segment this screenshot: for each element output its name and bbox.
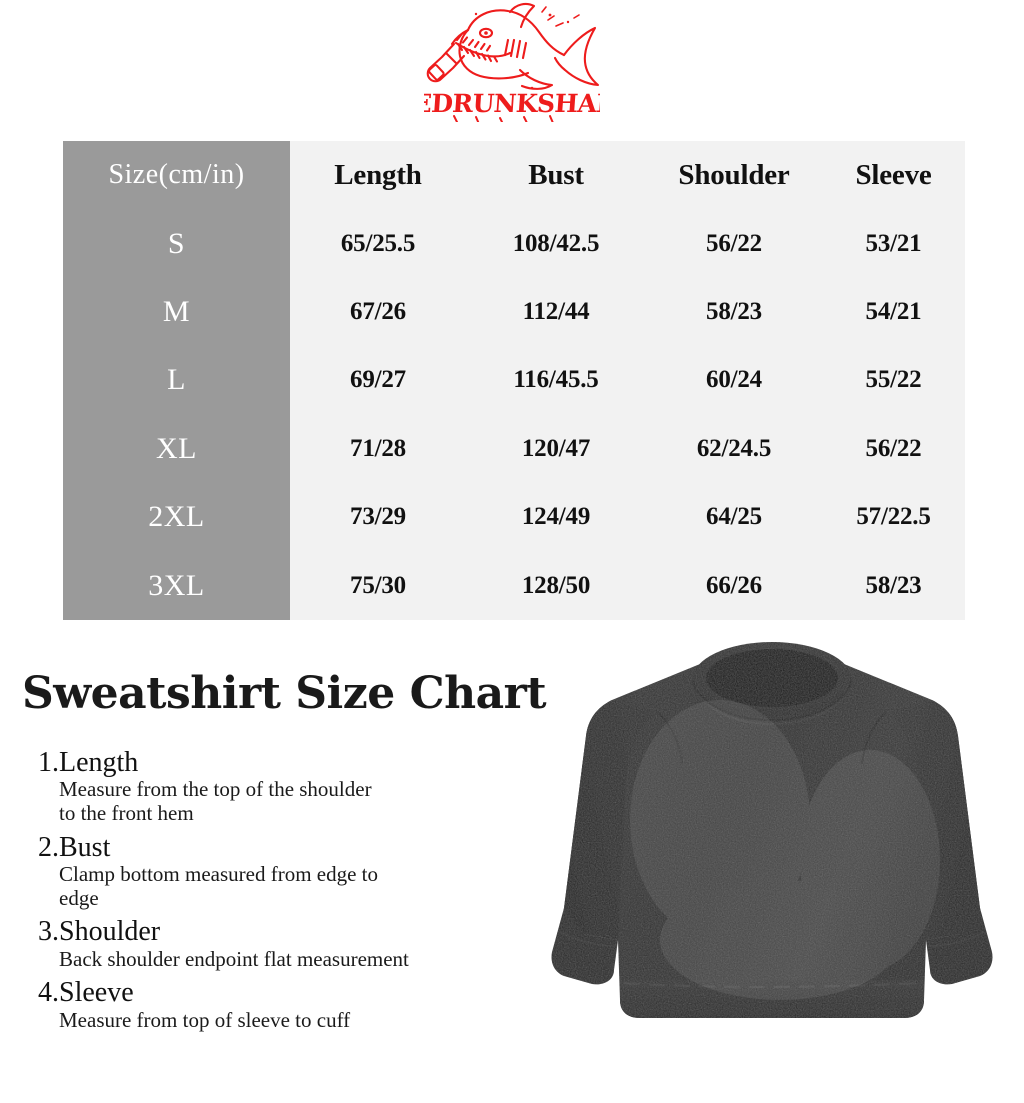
instruction-desc: Clamp bottom measured from edge to edge	[59, 861, 379, 910]
sweatshirt-illustration	[551, 642, 993, 1018]
instruction-item: 2.Bust Clamp bottom measured from edge t…	[38, 831, 538, 911]
instruction-title: 1.Length	[38, 747, 139, 778]
cell-length: 75/30	[350, 571, 406, 599]
column-header-length: Length	[334, 158, 422, 191]
table-row: 2XL 73/29 124/49 64/25 57/22.5	[63, 483, 965, 552]
cell-bust: 112/44	[522, 298, 590, 326]
cell-shoulder: 64/25	[706, 503, 762, 531]
column-header-size: Size(cm/in)	[63, 141, 290, 210]
instruction-item: 1.Length Measure from the top of the sho…	[38, 747, 538, 826]
table-row: M 67/26 112/44 58/23 54/21	[63, 277, 965, 347]
cell-bust: 128/50	[521, 571, 591, 599]
measurement-instructions: 1.Length Measure from the top of the sho…	[38, 747, 538, 1039]
cell-size: L	[63, 346, 290, 415]
instruction-item: 4.Sleeve Measure from top of sleeve to c…	[38, 978, 538, 1032]
cell-shoulder: 58/23	[706, 298, 762, 326]
cell-sleeve: 54/21	[865, 298, 922, 326]
instruction-desc: Back shoulder endpoint flat measurement	[59, 946, 409, 971]
cell-sleeve: 58/23	[865, 571, 922, 599]
instruction-title: 4.Sleeve	[38, 977, 134, 1009]
cell-sleeve: 56/22	[865, 434, 922, 462]
cell-bust: 108/42.5	[512, 229, 600, 257]
cell-length: 65/25.5	[340, 229, 416, 257]
cell-length: 73/29	[350, 503, 406, 531]
table-header-row: Size(cm/in) Length Bust Shoulder Sleeve	[63, 141, 965, 210]
cell-size: 3XL	[63, 551, 290, 620]
cell-bust: 124/49	[521, 503, 591, 531]
left-cuff	[551, 908, 618, 985]
cell-size: XL	[63, 414, 290, 484]
cell-size: 2XL	[63, 483, 290, 552]
brand-wordmark: THEDRUNKSHARK	[424, 88, 600, 118]
size-chart-table: Size(cm/in) Length Bust Shoulder Sleeve …	[63, 141, 965, 620]
cell-sleeve: 57/22.5	[856, 503, 931, 531]
brand-logo: THEDRUNKSHARK	[0, 0, 1024, 130]
instruction-title: 2.Bust	[38, 831, 111, 863]
cell-size: M	[63, 277, 290, 347]
cell-sleeve: 55/22	[865, 366, 922, 394]
cell-bust: 120/47	[521, 434, 591, 462]
sweatshirt-product-image	[540, 640, 1004, 1080]
left-cuff-seam	[559, 931, 617, 947]
cell-size: S	[63, 209, 290, 278]
cell-shoulder: 60/24	[706, 366, 762, 394]
instruction-desc: Measure from the top of the shoulder to …	[59, 777, 372, 825]
cell-length: 71/28	[350, 434, 406, 462]
wash-highlights	[630, 700, 940, 1000]
cell-shoulder: 62/24.5	[696, 434, 772, 462]
sweatshirt-left-sleeve	[563, 700, 658, 940]
instruction-title: 3.Shoulder	[38, 916, 161, 948]
cell-length: 69/27	[350, 366, 406, 394]
table-row: L 69/27 116/45.5 60/24 55/22	[63, 346, 965, 415]
column-header-sleeve: Sleeve	[855, 158, 932, 191]
cell-bust: 116/45.5	[513, 366, 599, 394]
table-row: 3XL 75/30 128/50 66/26 58/23	[63, 551, 965, 620]
page-title: Sweatshirt Size Chart	[22, 668, 547, 719]
shark-with-bottle-icon: THEDRUNKSHARK	[424, 2, 600, 122]
cell-sleeve: 53/21	[865, 229, 922, 257]
instruction-desc: Measure from top of sleeve to cuff	[59, 1007, 351, 1032]
right-cuff-seam	[927, 931, 985, 947]
table-row: XL 71/28 120/47 62/24.5 56/22	[63, 414, 965, 484]
cell-shoulder: 66/26	[706, 571, 762, 599]
column-header-shoulder: Shoulder	[678, 158, 790, 191]
table-row: S 65/25.5 108/42.5 56/22 53/21	[63, 209, 965, 278]
column-header-bust: Bust	[528, 158, 584, 191]
right-cuff	[926, 908, 993, 985]
instruction-item: 3.Shoulder Back shoulder endpoint flat m…	[38, 917, 538, 971]
cell-length: 67/26	[350, 298, 406, 326]
cell-shoulder: 56/22	[706, 229, 762, 257]
